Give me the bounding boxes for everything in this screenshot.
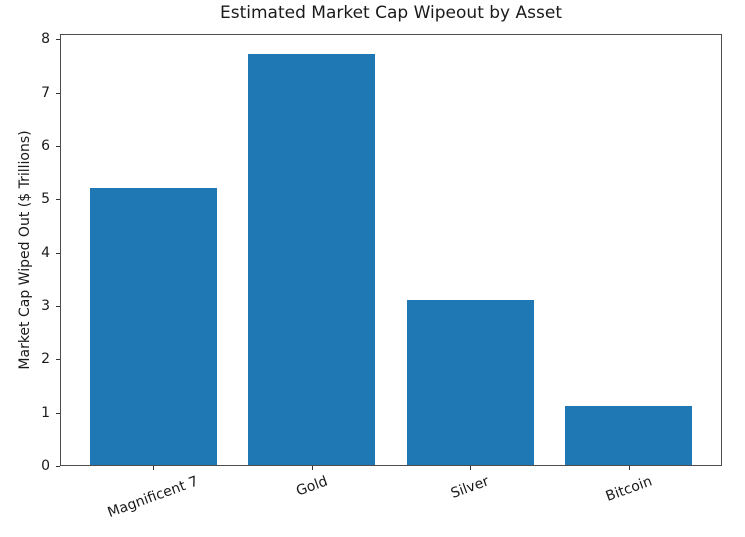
x-tick-mark	[311, 466, 313, 470]
y-tick-mark	[56, 412, 60, 414]
x-tick-mark	[470, 466, 472, 470]
x-tick-mark	[628, 466, 630, 470]
x-tick-label: Silver	[448, 473, 492, 502]
y-tick-label: 0	[41, 458, 50, 474]
bar-bitcoin	[565, 406, 692, 465]
y-tick-mark	[56, 252, 60, 254]
y-tick-mark	[56, 199, 60, 201]
y-tick-label: 5	[41, 191, 50, 208]
bar-magnificent-7	[90, 187, 217, 465]
y-tick-mark	[56, 146, 60, 147]
y-tick-label: 6	[41, 138, 50, 154]
bar-silver	[406, 299, 534, 465]
plot-area	[60, 34, 722, 466]
x-tick-label: Gold	[293, 473, 330, 500]
chart-title: Estimated Market Cap Wipeout by Asset	[220, 3, 562, 23]
y-tick-mark	[56, 466, 60, 467]
y-tick-mark	[56, 92, 60, 94]
bar-gold	[248, 54, 376, 465]
y-tick-label: 1	[41, 404, 50, 421]
y-tick-label: 4	[41, 244, 50, 261]
x-tick-mark	[153, 466, 155, 470]
y-tick-mark	[56, 39, 60, 41]
y-tick-label: 3	[41, 298, 50, 314]
y-tick-label: 7	[41, 84, 50, 101]
y-tick-label: 8	[41, 31, 50, 48]
y-tick-label: 2	[41, 351, 50, 368]
x-tick-label: Magnificent 7	[105, 473, 201, 522]
x-tick-label: Bitcoin	[603, 473, 654, 505]
y-tick-mark	[56, 359, 60, 361]
y-tick-mark	[56, 306, 60, 307]
